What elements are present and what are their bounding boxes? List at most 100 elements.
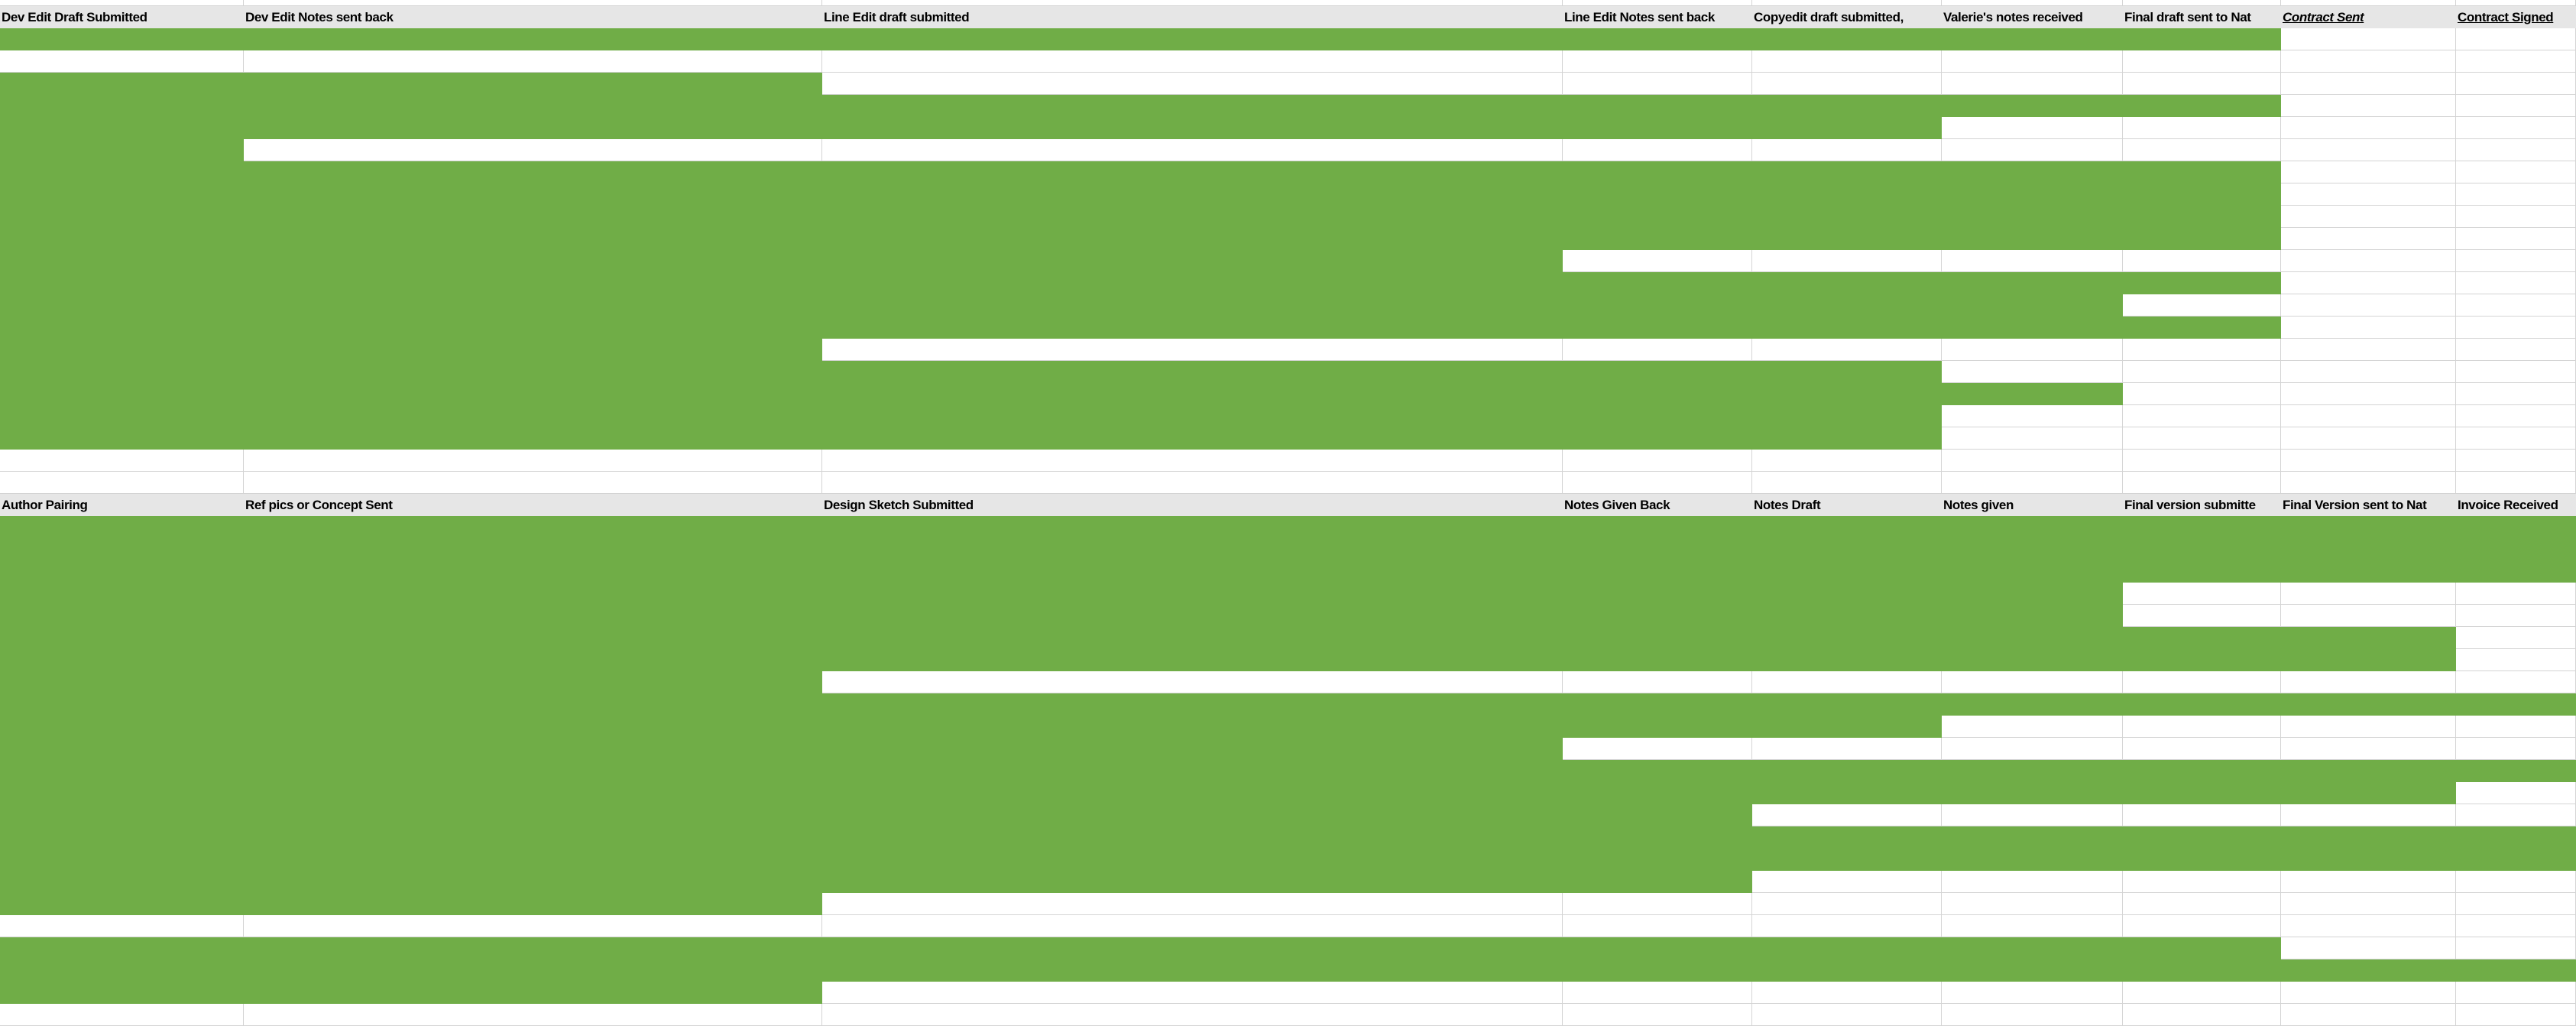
completed-stage-cell[interactable] bbox=[822, 937, 1563, 959]
completed-stage-cell[interactable] bbox=[1752, 826, 1942, 849]
completed-stage-cell[interactable] bbox=[1563, 516, 1752, 538]
completed-stage-cell[interactable] bbox=[2123, 183, 2281, 206]
column-header[interactable]: Author Pairing bbox=[0, 494, 244, 516]
completed-stage-cell[interactable] bbox=[1942, 272, 2123, 294]
cell[interactable] bbox=[1563, 1004, 1752, 1026]
completed-stage-cell[interactable] bbox=[1752, 228, 1942, 250]
completed-stage-cell[interactable] bbox=[0, 782, 244, 804]
completed-stage-cell[interactable] bbox=[244, 272, 822, 294]
completed-stage-cell[interactable] bbox=[244, 760, 822, 782]
completed-stage-cell[interactable] bbox=[822, 959, 1563, 982]
cell[interactable] bbox=[2281, 294, 2456, 317]
completed-stage-cell[interactable] bbox=[1942, 959, 2123, 982]
cell[interactable] bbox=[2456, 50, 2576, 73]
cell[interactable] bbox=[2123, 405, 2281, 427]
cell[interactable] bbox=[2281, 272, 2456, 294]
cell[interactable] bbox=[2456, 716, 2576, 738]
completed-stage-cell[interactable] bbox=[244, 871, 822, 893]
cell[interactable] bbox=[2456, 605, 2576, 627]
cell[interactable] bbox=[822, 139, 1563, 161]
completed-stage-cell[interactable] bbox=[0, 538, 244, 560]
completed-stage-cell[interactable] bbox=[244, 649, 822, 671]
cell[interactable] bbox=[2281, 893, 2456, 915]
completed-stage-cell[interactable] bbox=[0, 583, 244, 605]
completed-stage-cell[interactable] bbox=[0, 117, 244, 139]
cell[interactable] bbox=[2123, 383, 2281, 405]
completed-stage-cell[interactable] bbox=[822, 583, 1563, 605]
completed-stage-cell[interactable] bbox=[2123, 826, 2281, 849]
cell[interactable] bbox=[1942, 339, 2123, 361]
completed-stage-cell[interactable] bbox=[1563, 28, 1752, 50]
cell[interactable] bbox=[1563, 250, 1752, 272]
completed-stage-cell[interactable] bbox=[1942, 28, 2123, 50]
completed-stage-cell[interactable] bbox=[1752, 183, 1942, 206]
completed-stage-cell[interactable] bbox=[0, 959, 244, 982]
cell[interactable] bbox=[2456, 0, 2576, 6]
completed-stage-cell[interactable] bbox=[2123, 95, 2281, 117]
cell[interactable] bbox=[2123, 583, 2281, 605]
cell[interactable] bbox=[2281, 339, 2456, 361]
cell[interactable] bbox=[244, 915, 822, 937]
completed-stage-cell[interactable] bbox=[0, 183, 244, 206]
cell[interactable] bbox=[2281, 361, 2456, 383]
completed-stage-cell[interactable] bbox=[2456, 826, 2576, 849]
completed-stage-cell[interactable] bbox=[244, 605, 822, 627]
completed-stage-cell[interactable] bbox=[0, 760, 244, 782]
column-header[interactable]: Line Edit Notes sent back bbox=[1563, 6, 1752, 28]
cell[interactable] bbox=[2456, 937, 2576, 959]
column-header[interactable]: Line Edit draft submitted bbox=[822, 6, 1563, 28]
completed-stage-cell[interactable] bbox=[0, 427, 244, 450]
completed-stage-cell[interactable] bbox=[1563, 294, 1752, 317]
completed-stage-cell[interactable] bbox=[822, 871, 1563, 893]
cell[interactable] bbox=[2456, 804, 2576, 826]
completed-stage-cell[interactable] bbox=[1563, 560, 1752, 583]
cell[interactable] bbox=[2281, 228, 2456, 250]
completed-stage-cell[interactable] bbox=[2123, 560, 2281, 583]
completed-stage-cell[interactable] bbox=[1563, 693, 1752, 716]
cell[interactable] bbox=[1942, 738, 2123, 760]
completed-stage-cell[interactable] bbox=[244, 228, 822, 250]
cell[interactable] bbox=[2123, 472, 2281, 494]
cell[interactable] bbox=[2281, 738, 2456, 760]
cell[interactable] bbox=[1942, 0, 2123, 6]
completed-stage-cell[interactable] bbox=[1752, 583, 1942, 605]
completed-stage-cell[interactable] bbox=[244, 782, 822, 804]
completed-stage-cell[interactable] bbox=[2281, 649, 2456, 671]
completed-stage-cell[interactable] bbox=[0, 716, 244, 738]
cell[interactable] bbox=[1752, 1004, 1942, 1026]
cell[interactable] bbox=[2456, 95, 2576, 117]
completed-stage-cell[interactable] bbox=[822, 516, 1563, 538]
completed-stage-cell[interactable] bbox=[1563, 95, 1752, 117]
completed-stage-cell[interactable] bbox=[822, 804, 1563, 826]
completed-stage-cell[interactable] bbox=[2123, 959, 2281, 982]
cell[interactable] bbox=[2456, 583, 2576, 605]
column-header[interactable]: Ref pics or Concept Sent bbox=[244, 494, 822, 516]
completed-stage-cell[interactable] bbox=[1942, 826, 2123, 849]
cell[interactable] bbox=[2456, 272, 2576, 294]
completed-stage-cell[interactable] bbox=[822, 228, 1563, 250]
completed-stage-cell[interactable] bbox=[0, 937, 244, 959]
completed-stage-cell[interactable] bbox=[1752, 782, 1942, 804]
cell[interactable] bbox=[2456, 383, 2576, 405]
cell[interactable] bbox=[822, 450, 1563, 472]
cell[interactable] bbox=[1752, 871, 1942, 893]
completed-stage-cell[interactable] bbox=[2281, 560, 2456, 583]
completed-stage-cell[interactable] bbox=[1563, 405, 1752, 427]
completed-stage-cell[interactable] bbox=[1752, 649, 1942, 671]
cell[interactable] bbox=[2123, 0, 2281, 6]
cell[interactable] bbox=[2281, 28, 2456, 50]
completed-stage-cell[interactable] bbox=[2123, 627, 2281, 649]
cell[interactable] bbox=[2456, 139, 2576, 161]
cell[interactable] bbox=[2456, 228, 2576, 250]
cell[interactable] bbox=[1563, 450, 1752, 472]
completed-stage-cell[interactable] bbox=[1752, 95, 1942, 117]
completed-stage-cell[interactable] bbox=[0, 139, 244, 161]
completed-stage-cell[interactable] bbox=[822, 250, 1563, 272]
completed-stage-cell[interactable] bbox=[244, 738, 822, 760]
completed-stage-cell[interactable] bbox=[1563, 228, 1752, 250]
completed-stage-cell[interactable] bbox=[1752, 161, 1942, 183]
completed-stage-cell[interactable] bbox=[1563, 161, 1752, 183]
cell[interactable] bbox=[2123, 427, 2281, 450]
completed-stage-cell[interactable] bbox=[0, 317, 244, 339]
completed-stage-cell[interactable] bbox=[0, 405, 244, 427]
